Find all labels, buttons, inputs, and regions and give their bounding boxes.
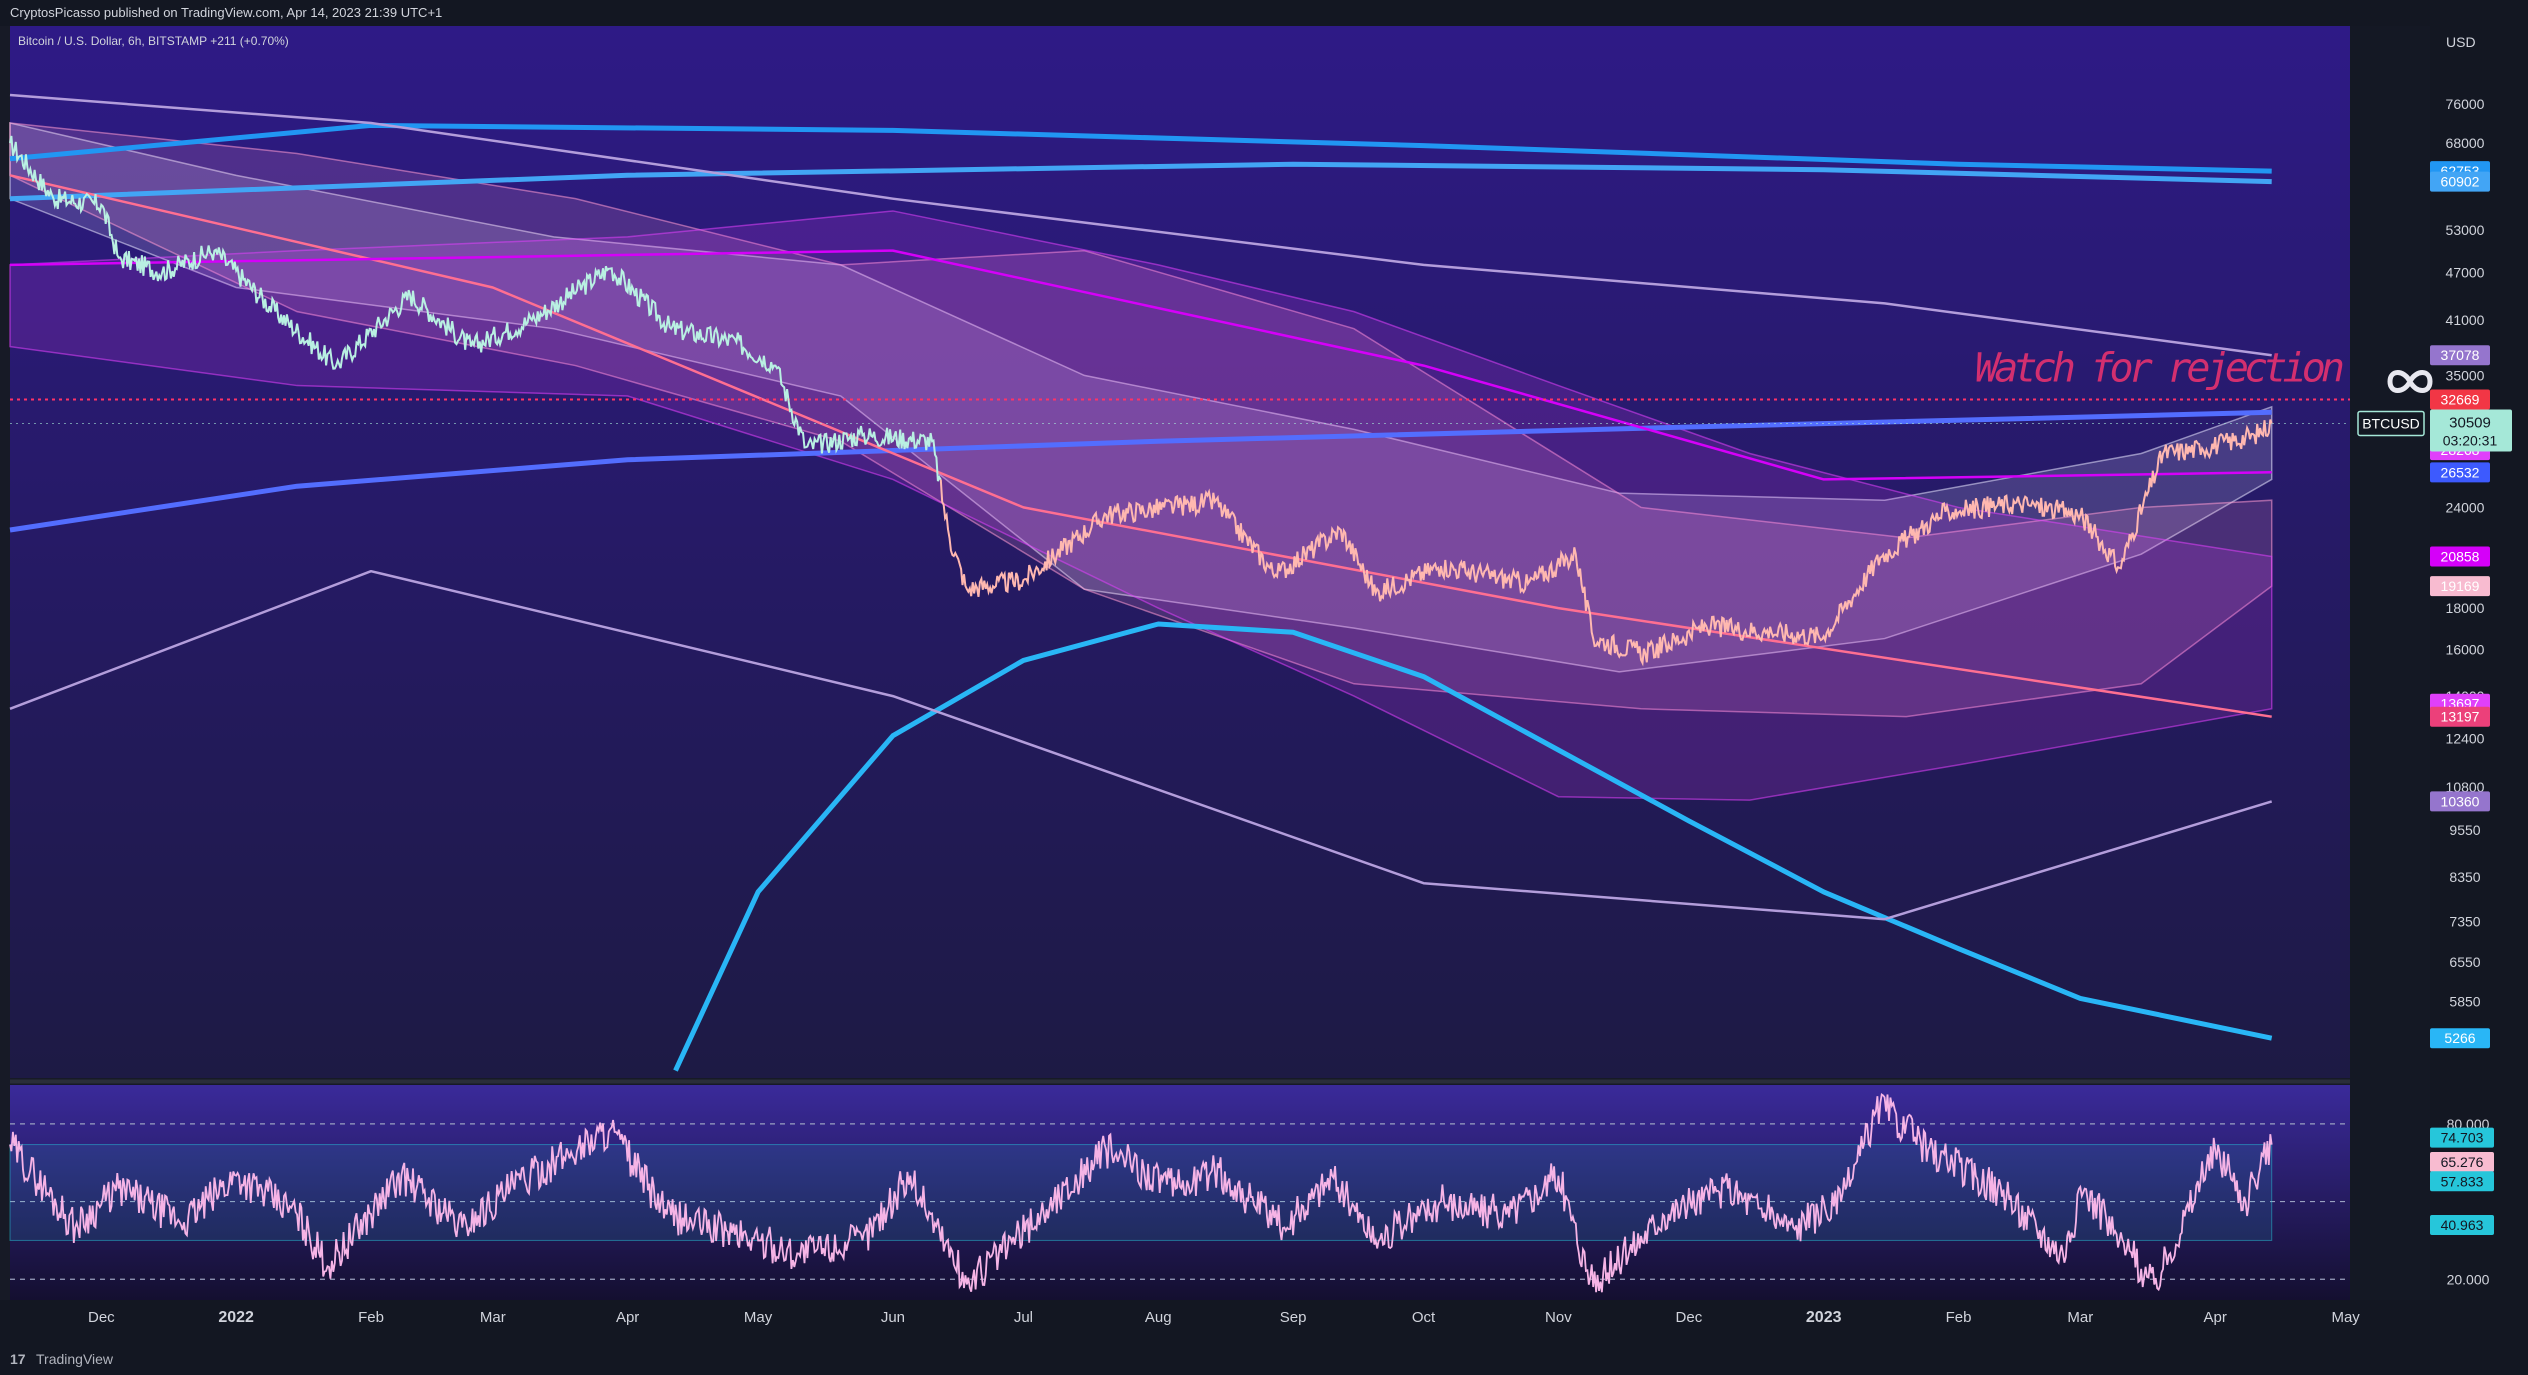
price-label-text: 26532 (2441, 464, 2480, 480)
time-tick-label: Dec (1676, 1309, 1703, 1326)
price-tick-label: 7350 (2449, 914, 2480, 930)
price-label-text: 32669 (2441, 392, 2480, 408)
time-tick-label: Mar (480, 1309, 506, 1326)
indicator-line-1 (9, 122, 2272, 174)
price-label[interactable]: 26532 (2430, 462, 2490, 483)
price-label-text: 10360 (2441, 793, 2480, 809)
right-margin (2350, 26, 2430, 1344)
price-tick-label: 41000 (2446, 312, 2485, 328)
time-tick-label: Nov (1545, 1309, 1572, 1326)
price-tick-label: 12400 (2446, 731, 2485, 747)
price-label[interactable]: 20858 (2430, 546, 2490, 567)
indicator-bands (9, 122, 2273, 801)
price-label[interactable]: 13197 (2430, 706, 2490, 727)
btcusd-price-line-late[interactable] (939, 419, 2273, 667)
oscillator-value-text: 65.276 (2441, 1154, 2484, 1170)
indicator-line-7 (9, 174, 2272, 718)
publish-info: CryptosPicasso published on TradingView.… (10, 5, 443, 20)
price-label[interactable]: 32669 (2430, 389, 2490, 410)
price-tick-label: 35000 (2446, 367, 2485, 383)
band-3 (9, 210, 2273, 801)
price-tick-label: 53000 (2446, 222, 2485, 238)
time-tick-label: Mar (2067, 1309, 2093, 1326)
last-price-text: 30509 (2449, 414, 2491, 431)
price-label-text: 19169 (2441, 578, 2480, 594)
indicator-line-6 (9, 569, 2273, 921)
time-tick-label: Sep (1280, 1309, 1307, 1326)
time-tick-label: May (2331, 1309, 2360, 1326)
price-label-text: 5266 (2444, 1030, 2475, 1046)
oscillator-value-label[interactable]: 57.833 (2430, 1171, 2494, 1192)
oscillator-value-text: 40.963 (2441, 1217, 2484, 1233)
price-label-text: 20858 (2441, 549, 2480, 565)
price-tick-label: 10800 (2446, 779, 2485, 795)
oscillator-value-text: 57.833 (2441, 1173, 2484, 1189)
indicator-line-8 (9, 249, 2272, 481)
oscillator-line[interactable] (9, 1092, 2273, 1293)
price-tick-label: 24000 (2446, 499, 2485, 515)
price-label-text: 13197 (2441, 709, 2480, 725)
price-pane-background (10, 26, 2350, 1078)
time-tick-label: Oct (1412, 1309, 1436, 1326)
bar-countdown-text: 03:20:31 (2443, 432, 2498, 448)
oscillator-value-label[interactable]: 40.963 (2430, 1214, 2494, 1235)
price-label[interactable]: 5266 (2430, 1028, 2490, 1049)
symbol-tag-text: BTCUSD (2362, 415, 2420, 431)
publish-bar: CryptosPicasso published on TradingView.… (0, 0, 2528, 26)
price-label[interactable]: 10360 (2430, 791, 2490, 812)
price-tick-label: 18000 (2446, 600, 2485, 616)
price-tick-label: 8350 (2449, 869, 2480, 885)
oscillator-value-text: 74.703 (2441, 1130, 2484, 1146)
brand-name[interactable]: TradingView (36, 1351, 114, 1367)
oscillator-tick-label: 20.000 (2447, 1271, 2490, 1287)
time-tick-label: Jul (1014, 1309, 1033, 1326)
time-tick-label: 2022 (218, 1309, 254, 1326)
btcusd-price-line-early[interactable] (9, 135, 942, 482)
price-label-text: 60902 (2441, 174, 2480, 190)
time-tick-label: Feb (1946, 1309, 1972, 1326)
time-tick-label: Dec (88, 1309, 115, 1326)
indicator-lines (9, 93, 2273, 1072)
price-label-text: 37078 (2441, 347, 2480, 363)
price-tick-label: 9550 (2449, 822, 2480, 838)
price-tick-label: 47000 (2446, 264, 2485, 280)
indicator-line-2 (9, 161, 2272, 202)
tradingview-logo-icon[interactable]: 17 (10, 1351, 26, 1367)
symbol-title: Bitcoin / U.S. Dollar, 6h, BITSTAMP +211… (18, 34, 289, 48)
time-tick-label: 2023 (1806, 1309, 1842, 1326)
oscillator-value-label[interactable]: 74.703 (2430, 1127, 2494, 1148)
symbol-tag[interactable]: BTCUSD (2357, 410, 2425, 437)
time-tick-label: Aug (1145, 1309, 1172, 1326)
indicator-line-3 (9, 409, 2272, 533)
price-tick-label: 5850 (2449, 993, 2480, 1009)
time-tick-label: Feb (358, 1309, 384, 1326)
indicator-line-4 (673, 621, 2273, 1072)
annotation-text[interactable]: Watch for rejection (1975, 346, 2345, 392)
price-tick-label: 6550 (2449, 954, 2480, 970)
price-label[interactable]: 60902 (2430, 171, 2490, 192)
price-label[interactable]: 19169 (2430, 576, 2490, 597)
price-axis[interactable] (2430, 26, 2528, 1343)
footer-bar: 17 TradingView (0, 1343, 2528, 1375)
currency-label: USD (2446, 34, 2476, 50)
price-tick-label: 68000 (2446, 135, 2485, 151)
oscillator-value-label[interactable]: 65.276 (2430, 1151, 2494, 1172)
time-axis[interactable] (0, 1300, 2528, 1343)
indicator-line-5 (9, 93, 2272, 357)
price-label[interactable]: 37078 (2430, 345, 2490, 366)
time-tick-label: Apr (2203, 1309, 2226, 1326)
time-tick-label: Jun (881, 1309, 905, 1326)
time-tick-label: Apr (616, 1309, 639, 1326)
time-tick-label: May (744, 1309, 773, 1326)
price-tick-label: 16000 (2446, 641, 2485, 657)
infinity-icon[interactable] (2387, 370, 2433, 393)
price-tick-label: 76000 (2446, 96, 2485, 112)
